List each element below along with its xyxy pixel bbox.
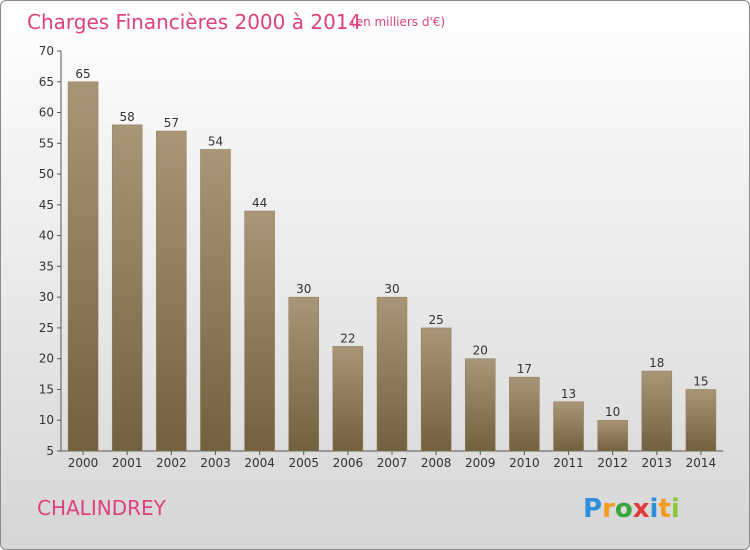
y-tick-label: 45 (39, 198, 54, 212)
x-tick-label-2013: 2013 (642, 456, 673, 470)
bar-2001 (111, 124, 143, 452)
bar-2010 (509, 376, 540, 452)
bars: 65 58 57 54 44 30 22 30 25 20 17 13 10 18 15 (67, 67, 717, 452)
value-label-2001: 58 (120, 110, 135, 124)
logo-letter: i (671, 494, 680, 524)
x-tick-label-2009: 2009 (465, 456, 496, 470)
y-tick-label: 10 (39, 413, 54, 427)
value-label-2002: 57 (164, 116, 179, 130)
bar-2004 (244, 210, 275, 452)
logo-letter: P (583, 494, 602, 524)
value-label-2007: 30 (384, 282, 399, 296)
y-tick-label: 55 (39, 136, 54, 150)
y-tick-label: 50 (39, 167, 54, 181)
y-tick-label: 65 (39, 75, 54, 89)
x-tick-label-2000: 2000 (68, 456, 99, 470)
value-label-2004: 44 (252, 196, 267, 210)
value-label-2010: 17 (517, 362, 532, 376)
value-label-2005: 30 (296, 282, 311, 296)
bar-2012 (597, 419, 628, 452)
y-tick-label: 30 (39, 290, 54, 304)
bar-2000 (67, 81, 99, 452)
x-tick-label-2001: 2001 (112, 456, 143, 470)
x-tick-label-2007: 2007 (377, 456, 408, 470)
bar-2008 (420, 327, 452, 452)
chart-title: Charges Financières 2000 à 2014 (27, 10, 361, 34)
y-tick-label: 20 (39, 352, 54, 366)
value-label-2013: 18 (649, 356, 664, 370)
x-tick-label-2002: 2002 (156, 456, 187, 470)
value-label-2008: 25 (428, 313, 443, 327)
bar-2011 (553, 401, 584, 452)
bar-2005 (288, 296, 319, 452)
y-tick-label: 25 (39, 321, 54, 335)
x-tick-label-2005: 2005 (288, 456, 319, 470)
value-label-2011: 13 (561, 387, 576, 401)
bar-2007 (376, 296, 408, 452)
y-tick-label: 5 (46, 444, 54, 458)
logo-letter: o (615, 494, 633, 524)
bar-2006 (332, 346, 364, 452)
x-tick-label-2004: 2004 (244, 456, 275, 470)
bar-2002 (156, 130, 187, 452)
x-tick-label-2012: 2012 (597, 456, 628, 470)
value-label-2003: 54 (208, 134, 223, 148)
place-name: CHALINDREY (37, 496, 167, 520)
value-label-2012: 10 (605, 405, 620, 419)
logo-letter: x (633, 494, 650, 524)
value-label-2009: 20 (473, 344, 488, 358)
value-label-2000: 65 (75, 67, 90, 81)
y-tick-label: 15 (39, 382, 54, 396)
x-tick-label-2008: 2008 (421, 456, 452, 470)
y-tick-label: 35 (39, 259, 54, 273)
logo-letter: r (602, 494, 615, 524)
chart-subtitle: (en milliers d'€) (351, 15, 445, 29)
value-label-2014: 15 (693, 374, 708, 388)
y-tick-label: 40 (39, 229, 54, 243)
bar-2009 (465, 358, 496, 452)
x-tick-label-2006: 2006 (333, 456, 364, 470)
x-tick-label-2003: 2003 (200, 456, 231, 470)
bar-2014 (685, 389, 717, 452)
y-tick-label: 60 (39, 106, 54, 120)
logo-letter: i (650, 494, 659, 524)
x-tick-label-2011: 2011 (553, 456, 584, 470)
x-tick-label-2010: 2010 (509, 456, 540, 470)
x-tick-label-2014: 2014 (686, 456, 717, 470)
bar-2003 (200, 149, 231, 452)
axes: 5 10 15 20 25 30 35 40 45 50 55 60 65 70 2000 2001 2002 2… (39, 44, 723, 470)
value-label-2006: 22 (340, 331, 355, 345)
proxiti-logo: Proxiti (583, 494, 680, 524)
y-tick-label: 70 (39, 44, 54, 58)
logo-letter: t (658, 494, 670, 524)
bar-2013 (641, 370, 673, 452)
